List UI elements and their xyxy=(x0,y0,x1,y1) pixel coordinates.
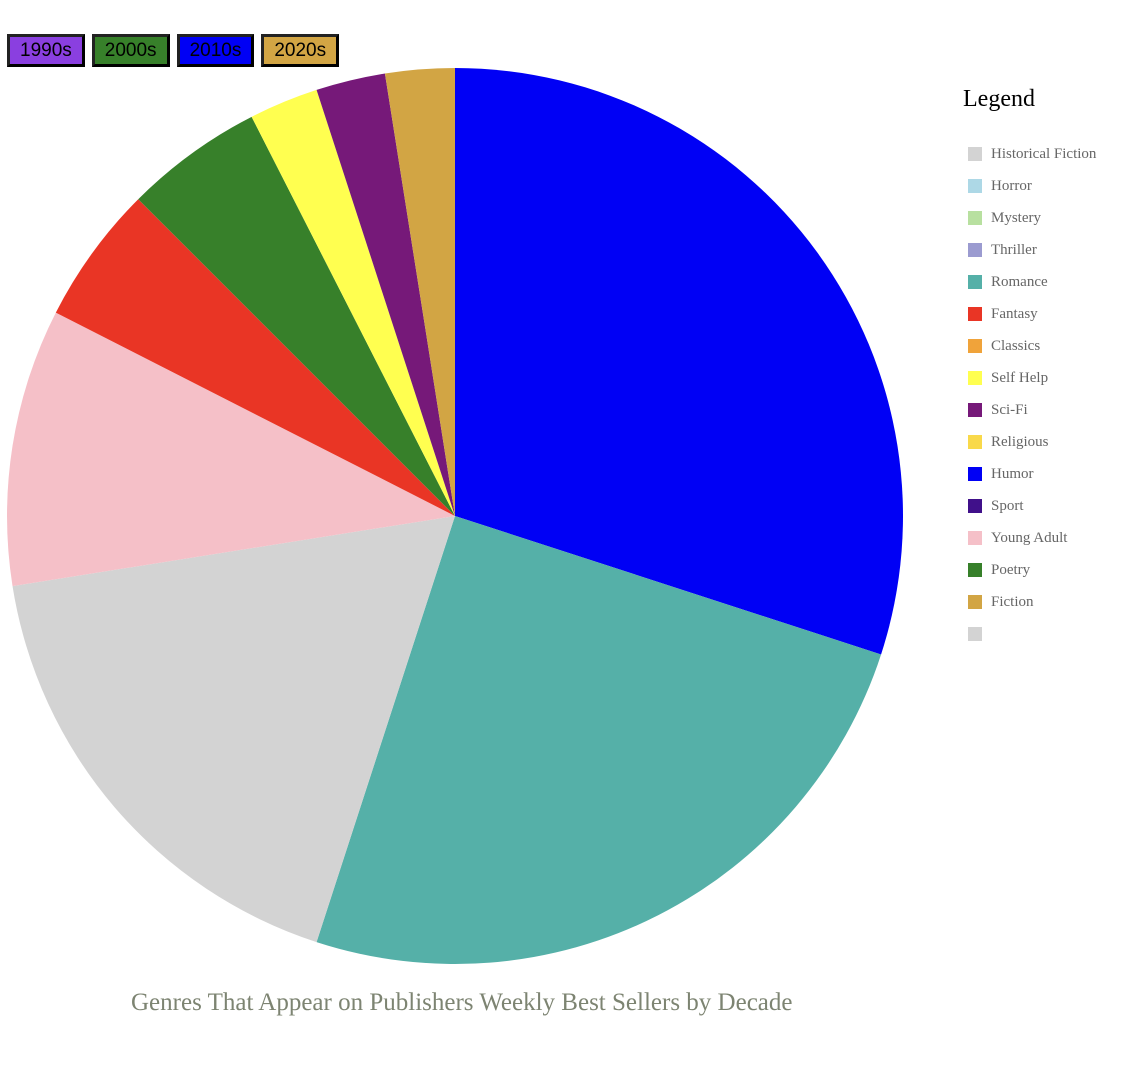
legend-item: Sci-Fi xyxy=(963,400,1133,432)
pie-slice-self-help[interactable] xyxy=(251,89,455,517)
legend-label: Young Adult xyxy=(991,530,1068,546)
legend-label: Sport xyxy=(991,498,1024,514)
decade-button-1990s[interactable]: 1990s xyxy=(7,34,85,67)
legend-title: Legend xyxy=(963,86,1035,112)
legend: Legend Historical Fiction Horror Mystery Th… xyxy=(963,84,1133,656)
decade-button-2010s[interactable]: 2010s xyxy=(176,34,255,67)
legend-label: Poetry xyxy=(991,562,1031,578)
legend-label: Classics xyxy=(991,338,1041,354)
pie-slice-historical-fiction[interactable] xyxy=(12,516,456,943)
legend-item: Poetry xyxy=(963,560,1133,592)
pie-slice-poetry[interactable] xyxy=(138,116,455,516)
legend-swatch xyxy=(968,243,982,257)
legend-label: Fiction xyxy=(991,594,1034,610)
legend-label: Mystery xyxy=(991,210,1041,226)
legend-item: Horror xyxy=(963,176,1133,208)
legend-item: Mystery xyxy=(963,208,1133,240)
legend-item xyxy=(963,624,1133,656)
pie-slice-fantasy[interactable] xyxy=(55,199,455,516)
pie-slice-sci-fi[interactable] xyxy=(316,73,455,517)
legend-swatch xyxy=(968,627,982,641)
legend-swatch xyxy=(968,211,982,225)
legend-swatch xyxy=(968,275,982,289)
legend-swatch xyxy=(968,499,982,513)
legend-swatch xyxy=(968,467,982,481)
legend-item: Romance xyxy=(963,272,1133,304)
pie-slice-young-adult[interactable] xyxy=(7,312,455,587)
legend-item: Humor xyxy=(963,464,1133,496)
legend-item: Historical Fiction xyxy=(963,144,1133,176)
legend-swatch xyxy=(968,531,982,545)
legend-item: Thriller xyxy=(963,240,1133,272)
legend-swatch xyxy=(968,403,982,417)
legend-item: Religious xyxy=(963,432,1133,464)
pie-slice-humor[interactable] xyxy=(455,68,903,655)
legend-label: Humor xyxy=(991,466,1034,482)
legend-item: Classics xyxy=(963,336,1133,368)
legend-swatch xyxy=(968,563,982,577)
legend-swatch xyxy=(968,595,982,609)
pie-slice-romance[interactable] xyxy=(316,516,882,964)
legend-item: Self Help xyxy=(963,368,1133,400)
legend-item: Sport xyxy=(963,496,1133,528)
decade-button-group: 1990s 2000s 2010s 2020s xyxy=(7,34,340,67)
decade-button-2020s[interactable]: 2020s xyxy=(261,34,340,67)
legend-item: Young Adult xyxy=(963,528,1133,560)
legend-swatch xyxy=(968,147,982,161)
legend-swatch xyxy=(968,179,982,193)
pie-slice-fiction[interactable] xyxy=(384,68,455,516)
legend-swatch xyxy=(968,307,982,321)
decade-button-2000s[interactable]: 2000s xyxy=(91,34,170,67)
legend-label: Historical Fiction xyxy=(991,146,1097,162)
legend-label: Romance xyxy=(991,274,1048,290)
legend-label: Sci-Fi xyxy=(991,402,1028,418)
legend-label: Religious xyxy=(991,434,1049,450)
legend-label: Thriller xyxy=(991,242,1037,258)
legend-swatch xyxy=(968,371,982,385)
legend-item: Fantasy xyxy=(963,304,1133,336)
chart-title: Genres That Appear on Publishers Weekly … xyxy=(131,989,793,1016)
legend-swatch xyxy=(968,339,982,353)
legend-label: Self Help xyxy=(991,370,1049,386)
legend-swatch xyxy=(968,435,982,449)
legend-label: Fantasy xyxy=(991,306,1038,322)
legend-label: Horror xyxy=(991,178,1032,194)
legend-item: Fiction xyxy=(963,592,1133,624)
